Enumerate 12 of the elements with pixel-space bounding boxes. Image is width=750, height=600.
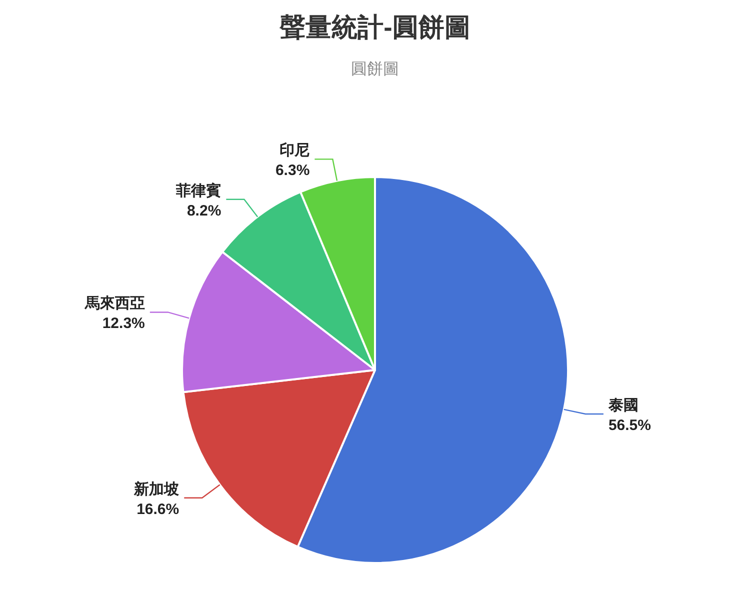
data-label: 56.5% (608, 416, 651, 434)
data-label: 12.3% (102, 315, 145, 332)
chart-subtitle: 圓餅圖 (351, 61, 399, 78)
data-label: 16.6% (136, 500, 180, 518)
data-label: 6.3% (275, 162, 310, 180)
data-label: 8.2% (186, 202, 222, 220)
slice-label: 馬來西亞 (84, 295, 145, 312)
slice-label: 菲律賓 (175, 181, 222, 200)
chart-title: 聲量統計-圓餅圖 (278, 12, 470, 42)
slice-label: 泰國 (607, 396, 638, 414)
slice-label: 新加坡 (133, 480, 180, 498)
slice-label: 印尼 (280, 142, 310, 160)
